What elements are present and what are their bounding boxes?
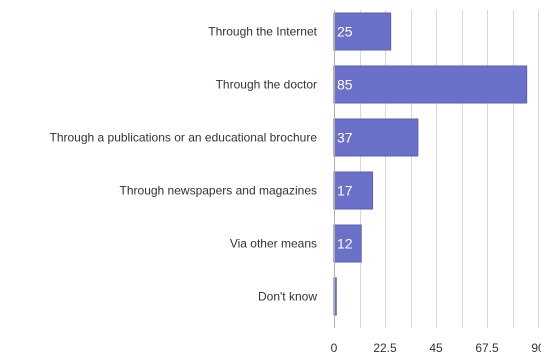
category-label: Through newspapers and magazines (120, 184, 317, 198)
bar-value-label: 37 (337, 130, 353, 146)
bar-value-label: 1 (337, 289, 345, 305)
bar (333, 171, 374, 210)
category-label: Via other means (230, 237, 317, 251)
category-label: Through the doctor (216, 78, 317, 92)
grid-lines (360, 10, 539, 328)
x-axis-ticks: 0 22.5 45 67.5 90 (331, 341, 541, 355)
x-tick-label: 45 (429, 341, 443, 355)
bar-value-label: 17 (337, 183, 353, 199)
x-tick-label: 0 (331, 341, 338, 355)
bar-value-label: 25 (337, 24, 353, 40)
bar-value-label: 12 (337, 236, 353, 252)
bars: 25 85 37 17 12 1 (333, 12, 528, 316)
bar (333, 224, 362, 263)
category-label: Through the Internet (208, 25, 317, 39)
x-tick-label: 22.5 (373, 341, 397, 355)
x-tick-label: 90 (531, 341, 541, 355)
bar (333, 65, 528, 104)
bar-value-label: 85 (337, 77, 353, 93)
x-tick-label: 67.5 (475, 341, 499, 355)
category-label: Through a publications or an educational… (49, 131, 317, 145)
bar (333, 118, 419, 157)
category-label: Don't know (258, 290, 317, 304)
category-labels: Through the Internet Through the doctor Th… (49, 25, 317, 304)
